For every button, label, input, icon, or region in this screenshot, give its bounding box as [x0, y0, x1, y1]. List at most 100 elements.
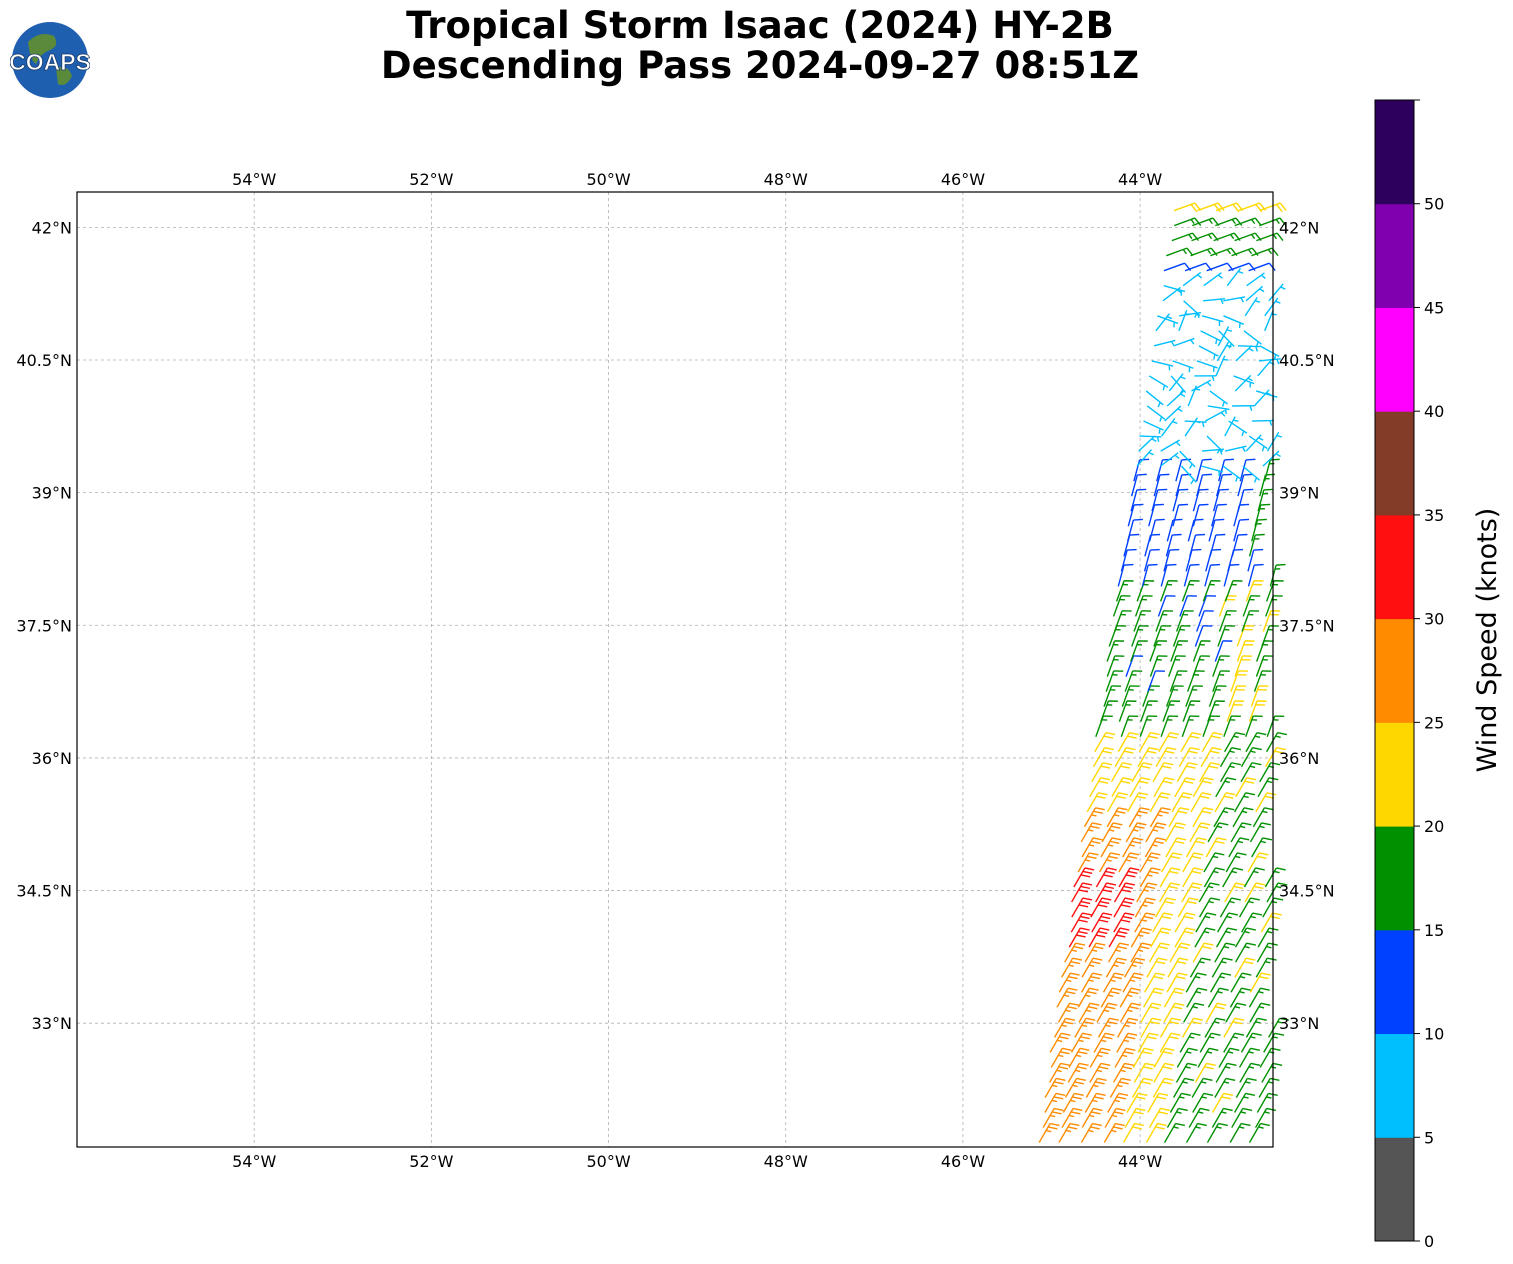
barb-half-flag	[1208, 219, 1213, 225]
barb-flag	[1262, 837, 1273, 841]
barb-half-flag	[1091, 949, 1098, 952]
barb-flag	[1178, 503, 1189, 506]
wind-barb	[1207, 405, 1230, 415]
wind-barb	[1218, 1047, 1240, 1068]
barb-flag	[1133, 518, 1143, 521]
barb-flag	[1139, 945, 1150, 950]
wind-barb	[1205, 837, 1227, 858]
barb-flag	[1164, 900, 1174, 905]
barb-flag	[1255, 867, 1265, 871]
barb-flag	[1106, 882, 1117, 886]
barb-half-flag	[1100, 1039, 1107, 1043]
wind-barb	[1078, 1002, 1100, 1023]
barb-flag	[1140, 777, 1151, 781]
wind-barb	[1138, 731, 1160, 753]
barb-flag	[1261, 822, 1271, 826]
barb-flag	[1131, 975, 1142, 980]
wind-barb	[1245, 731, 1267, 753]
barb-flag	[1163, 762, 1174, 766]
barb-flag	[1172, 1006, 1183, 1010]
barb-half-flag	[1189, 1036, 1195, 1039]
barb-flag	[1197, 837, 1207, 841]
barb-half-flag	[1180, 376, 1186, 380]
colorbar-frame	[1374, 99, 1415, 1242]
wind-barb	[1196, 610, 1214, 632]
wind-barb	[1153, 777, 1175, 798]
barb-flag	[1218, 822, 1229, 826]
wind-barb	[1206, 262, 1234, 272]
barb-flag	[1122, 900, 1133, 905]
barb-flag	[1111, 837, 1122, 841]
barb-flag	[1170, 855, 1181, 859]
barb-flag	[1105, 1006, 1116, 1010]
wind-barb	[1240, 762, 1262, 783]
barb-flag	[1178, 945, 1189, 950]
wind-barb	[1144, 533, 1161, 557]
barb-flag	[1213, 731, 1223, 736]
wind-barb	[1061, 1107, 1083, 1128]
lat-label-left: 33°N	[32, 1014, 72, 1033]
barb-staff	[1212, 489, 1221, 512]
barb-flag	[1048, 1126, 1058, 1130]
barb-flag	[1110, 825, 1121, 829]
barb-flag	[1274, 1032, 1285, 1036]
wind-barb	[1198, 882, 1220, 903]
barb-flag	[1148, 735, 1158, 739]
barb-flag	[1148, 1032, 1159, 1036]
barb-flag	[1164, 1062, 1175, 1066]
barb-flag	[1235, 882, 1246, 886]
barb-half-flag	[1224, 408, 1227, 415]
barb-flag	[1210, 247, 1218, 257]
barb-flag	[1123, 1051, 1134, 1055]
barb-flag	[1204, 777, 1214, 781]
wind-barb	[1194, 625, 1213, 647]
wind-barb	[1212, 488, 1229, 512]
barb-half-flag	[1146, 859, 1153, 862]
barb-half-flag	[1213, 354, 1216, 360]
barb-flag	[1112, 975, 1122, 980]
barb-flag	[1137, 473, 1147, 476]
barb-flag	[1079, 1062, 1089, 1066]
barb-flag	[1277, 731, 1288, 736]
wind-barb	[1139, 867, 1161, 888]
wind-barb	[1093, 1032, 1115, 1053]
barb-flag	[1178, 957, 1189, 961]
barb-flag	[1246, 777, 1257, 781]
lon-label-bottom: 48°W	[764, 1152, 808, 1171]
barb-flag	[1092, 972, 1103, 976]
barb-flag	[1164, 777, 1175, 781]
barb-half-flag	[1201, 1096, 1207, 1099]
barb-flag	[1251, 762, 1262, 766]
wind-barb	[1197, 202, 1225, 213]
barb-half-flag	[1223, 1081, 1230, 1084]
barb-flag	[1250, 897, 1260, 901]
barb-flag	[1153, 975, 1164, 980]
barb-half-flag	[1121, 1054, 1128, 1058]
barb-flag	[1162, 1051, 1173, 1055]
barb-flag	[1252, 747, 1262, 751]
barb-flag	[1140, 765, 1151, 769]
barb-staff	[1175, 459, 1183, 482]
barb-flag	[1104, 747, 1114, 751]
wind-barb	[1223, 296, 1246, 303]
wind-barb	[1174, 777, 1196, 798]
barb-half-flag	[1224, 780, 1231, 784]
barb-flag	[1093, 1107, 1103, 1112]
lon-label-bottom: 52°W	[409, 1152, 453, 1171]
wind-barb	[1259, 202, 1287, 213]
barb-flag	[1082, 870, 1093, 875]
wind-barb	[1187, 385, 1201, 407]
colorbar-bin	[1375, 1137, 1414, 1242]
barb-flag	[1192, 882, 1203, 886]
wind-barb	[1182, 852, 1204, 873]
wind-barb	[1228, 685, 1247, 707]
barb-half-flag	[1207, 234, 1213, 240]
barb-flag	[1117, 957, 1127, 961]
barb-flag	[1141, 1081, 1151, 1085]
barb-flag	[1118, 792, 1128, 796]
wind-barb	[1136, 580, 1155, 602]
barb-flag	[1120, 919, 1131, 923]
lon-label-top: 48°W	[764, 170, 808, 189]
wind-barb	[1067, 1062, 1089, 1083]
wind-barb	[1198, 595, 1216, 617]
